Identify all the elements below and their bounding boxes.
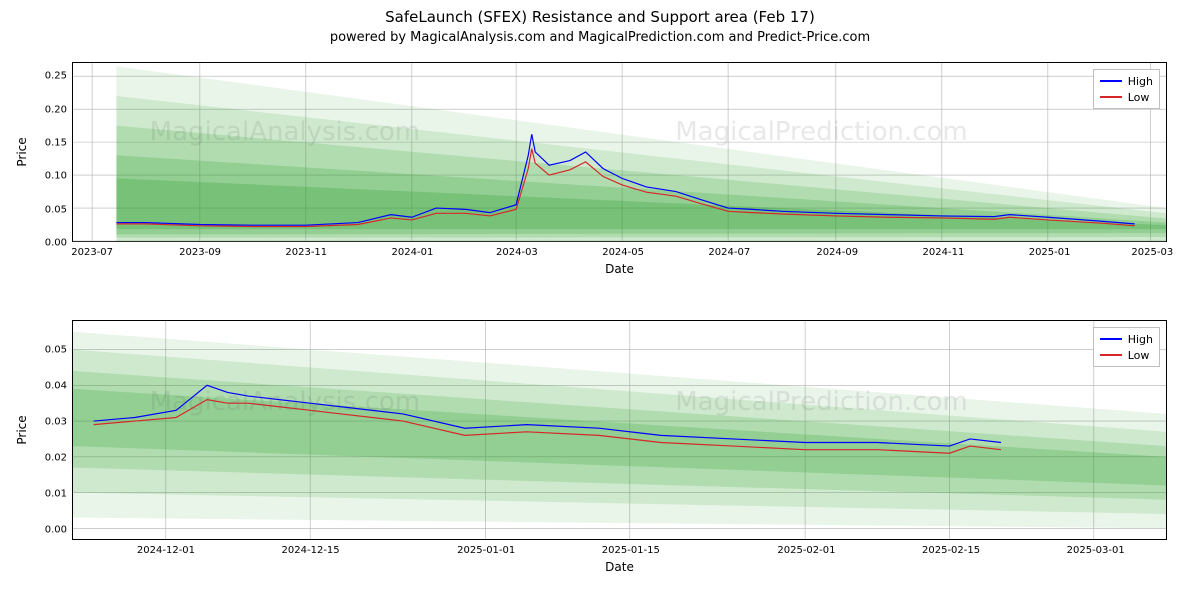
y-tick-label: 0.20 (45, 104, 73, 115)
x-tick-label: 2025-03 (1131, 241, 1173, 258)
x-tick-label: 2024-12-15 (282, 539, 340, 556)
y-tick-label: 0.10 (45, 171, 73, 182)
x-tick-label: 2024-05 (602, 241, 644, 258)
x-tick-label: 2025-03-01 (1067, 539, 1125, 556)
x-tick-label: 2024-09 (816, 241, 858, 258)
x-tick-label: 2023-07 (71, 241, 113, 258)
bottom-chart: MagicalAnalysis.com MagicalPrediction.co… (72, 320, 1167, 540)
y-tick-label: 0.05 (45, 344, 73, 355)
y-axis-label: Price (15, 137, 29, 166)
legend: High Low (1093, 327, 1160, 367)
chart-title: SafeLaunch (SFEX) Resistance and Support… (0, 8, 1200, 26)
x-tick-label: 2024-07 (708, 241, 750, 258)
x-tick-label: 2025-02-15 (922, 539, 980, 556)
bottom-plot-area: MagicalAnalysis.com MagicalPrediction.co… (72, 320, 1167, 540)
legend: High Low (1093, 69, 1160, 109)
legend-item-low: Low (1100, 347, 1153, 363)
y-tick-label: 0.05 (45, 204, 73, 215)
y-tick-label: 0.25 (45, 71, 73, 82)
legend-label: Low (1128, 91, 1150, 104)
y-tick-label: 0.04 (45, 380, 73, 391)
y-tick-label: 0.01 (45, 489, 73, 500)
legend-item-high: High (1100, 73, 1153, 89)
legend-label: Low (1128, 349, 1150, 362)
x-tick-label: 2024-11 (923, 241, 965, 258)
legend-label: High (1128, 333, 1153, 346)
top-plot-area: MagicalAnalysis.com MagicalPrediction.co… (72, 62, 1167, 242)
y-tick-label: 0.03 (45, 416, 73, 427)
y-axis-label: Price (15, 415, 29, 444)
x-tick-label: 2025-01-01 (457, 539, 515, 556)
chart-subtitle: powered by MagicalAnalysis.com and Magic… (0, 30, 1200, 45)
x-axis-label: Date (605, 560, 634, 574)
x-tick-label: 2023-09 (179, 241, 221, 258)
x-tick-label: 2024-12-01 (137, 539, 195, 556)
y-tick-label: 0.00 (45, 238, 73, 249)
x-tick-label: 2024-03 (496, 241, 538, 258)
x-tick-label: 2025-01-15 (602, 539, 660, 556)
x-tick-label: 2024-01 (392, 241, 434, 258)
legend-item-high: High (1100, 331, 1153, 347)
y-tick-label: 0.02 (45, 453, 73, 464)
legend-label: High (1128, 75, 1153, 88)
top-chart: MagicalAnalysis.com MagicalPrediction.co… (72, 62, 1167, 242)
legend-item-low: Low (1100, 89, 1153, 105)
x-tick-label: 2025-01 (1029, 241, 1071, 258)
y-tick-label: 0.00 (45, 525, 73, 536)
y-tick-label: 0.15 (45, 138, 73, 149)
x-tick-label: 2025-02-01 (777, 539, 835, 556)
x-axis-label: Date (605, 262, 634, 276)
x-tick-label: 2023-11 (285, 241, 327, 258)
